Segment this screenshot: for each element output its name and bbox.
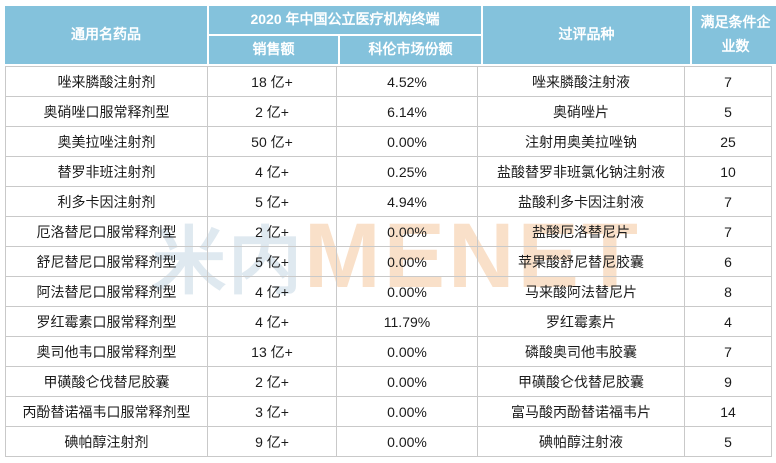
table-row: 利多卡因注射剂 5 亿+ 4.94% 盐酸利多卡因注射液 7 bbox=[5, 186, 772, 217]
cell-kelun_share: 0.00% bbox=[336, 126, 478, 157]
cell-kelun_share: 0.00% bbox=[336, 216, 478, 247]
cell-sales: 3 亿+ bbox=[207, 396, 337, 427]
cell-generic_name: 丙酚替诺福韦口服常释剂型 bbox=[5, 396, 208, 427]
cell-qualified_companies: 4 bbox=[684, 306, 772, 337]
cell-qualified_companies: 5 bbox=[684, 426, 772, 457]
table-row: 舒尼替尼口服常释剂型 5 亿+ 0.00% 苹果酸舒尼替尼胶囊 6 bbox=[5, 246, 772, 277]
cell-kelun_share: 0.00% bbox=[336, 396, 478, 427]
table-row: 奥美拉唑注射剂 50 亿+ 0.00% 注射用奥美拉唑钠 25 bbox=[5, 126, 772, 157]
table-row: 替罗非班注射剂 4 亿+ 0.25% 盐酸替罗非班氯化钠注射液 10 bbox=[5, 156, 772, 187]
header-qualified-companies: 满足条件企业数 bbox=[692, 6, 776, 64]
cell-qualified_companies: 7 bbox=[684, 216, 772, 247]
cell-approved_variety: 盐酸利多卡因注射液 bbox=[477, 186, 685, 217]
cell-kelun_share: 0.25% bbox=[336, 156, 478, 187]
cell-generic_name: 阿法替尼口服常释剂型 bbox=[5, 276, 208, 307]
cell-qualified_companies: 7 bbox=[684, 336, 772, 367]
cell-sales: 2 亿+ bbox=[207, 216, 337, 247]
cell-generic_name: 罗红霉素口服常释剂型 bbox=[5, 306, 208, 337]
cell-sales: 4 亿+ bbox=[207, 306, 337, 337]
cell-sales: 4 亿+ bbox=[207, 276, 337, 307]
cell-qualified_companies: 14 bbox=[684, 396, 772, 427]
cell-approved_variety: 苹果酸舒尼替尼胶囊 bbox=[477, 246, 685, 277]
cell-generic_name: 利多卡因注射剂 bbox=[5, 186, 208, 217]
cell-approved_variety: 唑来膦酸注射液 bbox=[477, 66, 685, 97]
cell-qualified_companies: 6 bbox=[684, 246, 772, 277]
cell-qualified_companies: 9 bbox=[684, 366, 772, 397]
cell-generic_name: 奥司他韦口服常释剂型 bbox=[5, 336, 208, 367]
cell-sales: 2 亿+ bbox=[207, 96, 337, 127]
header-sales: 销售额 bbox=[209, 36, 338, 64]
cell-generic_name: 替罗非班注射剂 bbox=[5, 156, 208, 187]
header-kelun-market-share: 科伦市场份额 bbox=[340, 36, 481, 64]
table-row: 罗红霉素口服常释剂型 4 亿+ 11.79% 罗红霉素片 4 bbox=[5, 306, 772, 337]
cell-approved_variety: 碘帕醇注射液 bbox=[477, 426, 685, 457]
table-row: 奥司他韦口服常释剂型 13 亿+ 0.00% 磷酸奥司他韦胶囊 7 bbox=[5, 336, 772, 367]
cell-approved_variety: 甲磺酸仑伐替尼胶囊 bbox=[477, 366, 685, 397]
cell-generic_name: 舒尼替尼口服常释剂型 bbox=[5, 246, 208, 277]
table-row: 厄洛替尼口服常释剂型 2 亿+ 0.00% 盐酸厄洛替尼片 7 bbox=[5, 216, 772, 247]
cell-sales: 2 亿+ bbox=[207, 366, 337, 397]
cell-qualified_companies: 10 bbox=[684, 156, 772, 187]
cell-sales: 5 亿+ bbox=[207, 186, 337, 217]
cell-qualified_companies: 8 bbox=[684, 276, 772, 307]
table-row: 碘帕醇注射剂 9 亿+ 0.00% 碘帕醇注射液 5 bbox=[5, 426, 772, 457]
cell-kelun_share: 4.94% bbox=[336, 186, 478, 217]
cell-approved_variety: 盐酸替罗非班氯化钠注射液 bbox=[477, 156, 685, 187]
cell-kelun_share: 0.00% bbox=[336, 336, 478, 367]
cell-sales: 5 亿+ bbox=[207, 246, 337, 277]
cell-approved_variety: 罗红霉素片 bbox=[477, 306, 685, 337]
cell-approved_variety: 注射用奥美拉唑钠 bbox=[477, 126, 685, 157]
cell-sales: 9 亿+ bbox=[207, 426, 337, 457]
header-terminal-group: 2020 年中国公立医疗机构终端 bbox=[209, 6, 481, 34]
cell-sales: 50 亿+ bbox=[207, 126, 337, 157]
table-row: 甲磺酸仑伐替尼胶囊 2 亿+ 0.00% 甲磺酸仑伐替尼胶囊 9 bbox=[5, 366, 772, 397]
cell-kelun_share: 6.14% bbox=[336, 96, 478, 127]
table-row: 奥硝唑口服常释剂型 2 亿+ 6.14% 奥硝唑片 5 bbox=[5, 96, 772, 127]
cell-qualified_companies: 5 bbox=[684, 96, 772, 127]
cell-approved_variety: 奥硝唑片 bbox=[477, 96, 685, 127]
cell-kelun_share: 0.00% bbox=[336, 246, 478, 277]
cell-generic_name: 厄洛替尼口服常释剂型 bbox=[5, 216, 208, 247]
table-body: 唑来膦酸注射剂 18 亿+ 4.52% 唑来膦酸注射液 7 奥硝唑口服常释剂型 2 亿+ 6.… bbox=[5, 66, 772, 457]
table-row: 阿法替尼口服常释剂型 4 亿+ 0.00% 马来酸阿法替尼片 8 bbox=[5, 276, 772, 307]
cell-qualified_companies: 25 bbox=[684, 126, 772, 157]
cell-sales: 4 亿+ bbox=[207, 156, 337, 187]
cell-approved_variety: 磷酸奥司他韦胶囊 bbox=[477, 336, 685, 367]
cell-kelun_share: 4.52% bbox=[336, 66, 478, 97]
cell-sales: 18 亿+ bbox=[207, 66, 337, 97]
header-generic-name: 通用名药品 bbox=[5, 6, 207, 64]
cell-generic_name: 奥硝唑口服常释剂型 bbox=[5, 96, 208, 127]
cell-kelun_share: 11.79% bbox=[336, 306, 478, 337]
cell-approved_variety: 盐酸厄洛替尼片 bbox=[477, 216, 685, 247]
cell-approved_variety: 马来酸阿法替尼片 bbox=[477, 276, 685, 307]
cell-generic_name: 甲磺酸仑伐替尼胶囊 bbox=[5, 366, 208, 397]
cell-sales: 13 亿+ bbox=[207, 336, 337, 367]
table-body-grid: 唑来膦酸注射剂 18 亿+ 4.52% 唑来膦酸注射液 7 奥硝唑口服常释剂型 2 亿+ 6.… bbox=[5, 66, 772, 457]
table-row: 丙酚替诺福韦口服常释剂型 3 亿+ 0.00% 富马酸丙酚替诺福韦片 14 bbox=[5, 396, 772, 427]
cell-generic_name: 唑来膦酸注射剂 bbox=[5, 66, 208, 97]
cell-kelun_share: 0.00% bbox=[336, 426, 478, 457]
cell-generic_name: 奥美拉唑注射剂 bbox=[5, 126, 208, 157]
cell-qualified_companies: 7 bbox=[684, 186, 772, 217]
table-row: 唑来膦酸注射剂 18 亿+ 4.52% 唑来膦酸注射液 7 bbox=[5, 66, 772, 97]
cell-kelun_share: 0.00% bbox=[336, 276, 478, 307]
cell-qualified_companies: 7 bbox=[684, 66, 772, 97]
table-header: 通用名药品 2020 年中国公立医疗机构终端 销售额 科伦市场份额 过评品种 满… bbox=[5, 6, 776, 64]
cell-approved_variety: 富马酸丙酚替诺福韦片 bbox=[477, 396, 685, 427]
cell-kelun_share: 0.00% bbox=[336, 366, 478, 397]
cell-generic_name: 碘帕醇注射剂 bbox=[5, 426, 208, 457]
drug-data-table: 通用名药品 2020 年中国公立医疗机构终端 销售额 科伦市场份额 过评品种 满… bbox=[5, 6, 776, 457]
header-approved-variety: 过评品种 bbox=[483, 6, 690, 64]
